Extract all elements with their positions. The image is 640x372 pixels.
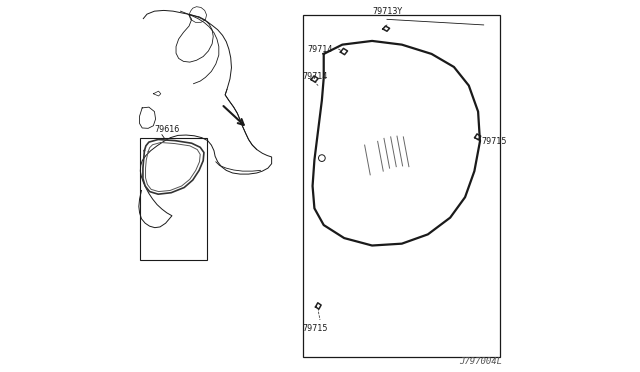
Text: 79616: 79616 — [154, 125, 180, 134]
Bar — [303, 15, 500, 357]
Bar — [140, 138, 207, 260]
Text: 79714: 79714 — [307, 45, 332, 54]
Text: J797004L: J797004L — [460, 357, 502, 366]
Text: 79713Y: 79713Y — [372, 7, 402, 16]
Text: 79715: 79715 — [482, 137, 508, 146]
Text: 79714: 79714 — [303, 72, 328, 81]
Text: 79715: 79715 — [303, 324, 328, 333]
